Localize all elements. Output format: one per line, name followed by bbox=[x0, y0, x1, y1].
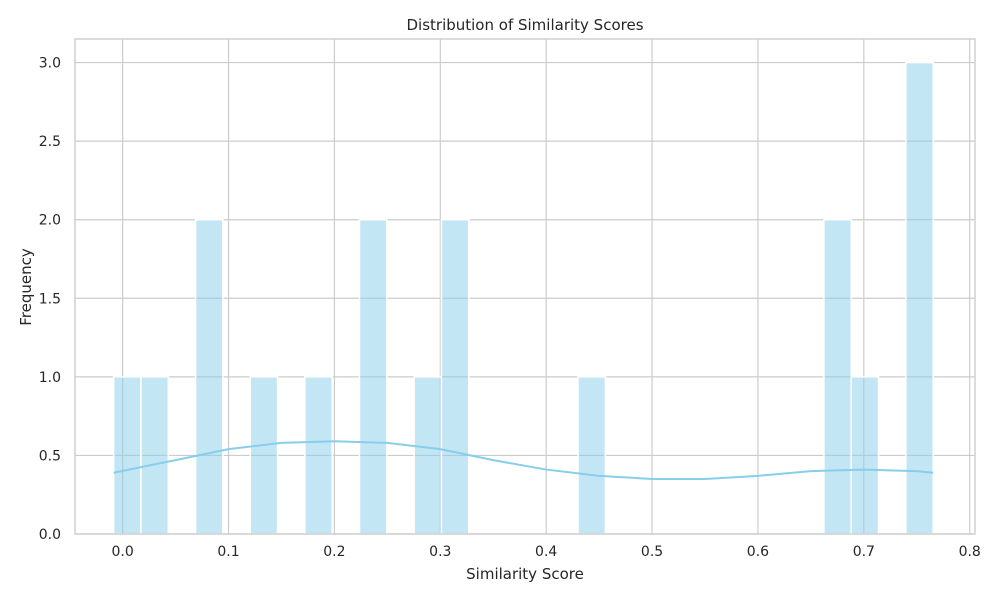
x-tick-label: 0.0 bbox=[112, 544, 134, 560]
histogram-bar bbox=[140, 376, 170, 535]
x-tick-label: 0.2 bbox=[323, 544, 345, 560]
x-axis-title: Similarity Score bbox=[466, 565, 584, 583]
y-tick-label: 2.5 bbox=[39, 134, 61, 150]
histogram-bar bbox=[249, 376, 279, 535]
kde-curve bbox=[113, 440, 934, 480]
histogram-bar bbox=[905, 61, 934, 535]
x-tick-label: 0.7 bbox=[853, 544, 875, 560]
histogram-bar bbox=[577, 376, 607, 535]
histogram-bar bbox=[112, 376, 142, 535]
x-tick-label: 0.4 bbox=[535, 544, 557, 560]
histogram-bar bbox=[413, 376, 443, 535]
chart-title: Distribution of Similarity Scores bbox=[406, 16, 643, 34]
x-tick-labels: 0.0 0.1 0.2 0.3 0.4 0.5 0.6 0.7 0.8 bbox=[112, 544, 981, 560]
histogram-bar bbox=[358, 218, 388, 535]
histogram-bar bbox=[440, 218, 470, 535]
y-tick-label: 2.0 bbox=[39, 213, 61, 229]
y-tick-label: 0.0 bbox=[39, 527, 61, 543]
histogram-bar bbox=[194, 218, 224, 535]
y-tick-label: 1.5 bbox=[39, 291, 61, 307]
histogram-bars bbox=[112, 61, 934, 535]
y-axis-title: Frequency bbox=[17, 248, 35, 326]
x-tick-label: 0.1 bbox=[217, 544, 239, 560]
histogram-bar bbox=[304, 376, 333, 535]
kde-curve-group bbox=[113, 440, 934, 480]
x-tick-label: 0.5 bbox=[641, 544, 663, 560]
y-tick-label: 3.0 bbox=[39, 56, 61, 72]
plot-frame bbox=[74, 38, 976, 535]
x-tick-label: 0.8 bbox=[959, 544, 981, 560]
x-tick-label: 0.6 bbox=[747, 544, 769, 560]
plot-border bbox=[74, 38, 976, 535]
y-tick-label: 1.0 bbox=[39, 370, 61, 386]
y-tick-labels: 0.0 0.5 1.0 1.5 2.0 2.5 3.0 bbox=[39, 56, 61, 543]
x-tick-label: 0.3 bbox=[429, 544, 451, 560]
histogram-bar bbox=[850, 376, 880, 535]
histogram-bar bbox=[823, 218, 852, 535]
y-tick-label: 0.5 bbox=[39, 448, 61, 464]
